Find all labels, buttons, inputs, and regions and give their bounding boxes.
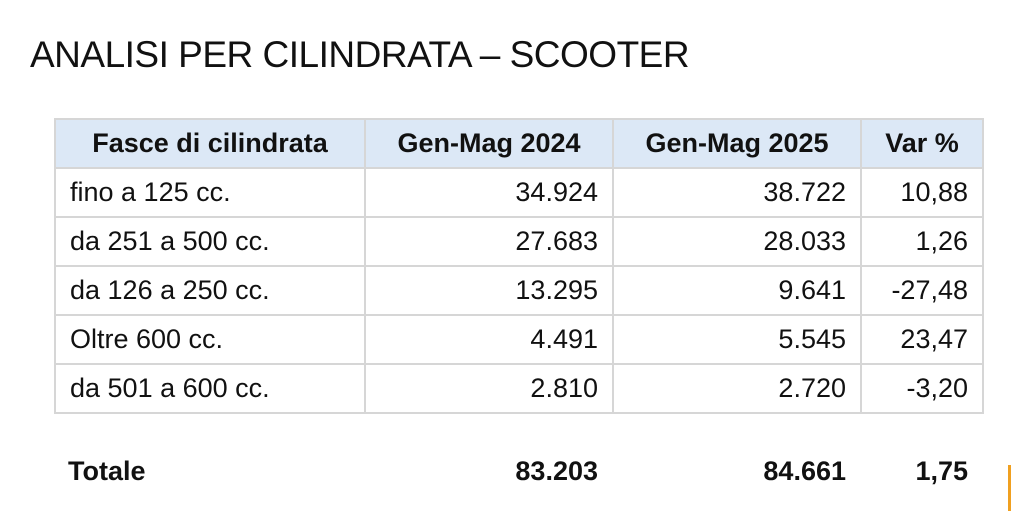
data-table: Fasce di cilindrata Gen-Mag 2024 Gen-Mag 2… (54, 118, 984, 414)
table-cell: 2.810 (364, 363, 614, 414)
table-cell: 5.545 (612, 314, 862, 365)
header-cell: Var % (860, 118, 984, 169)
table-cell: 28.033 (612, 216, 862, 267)
total-cell: Totale (68, 455, 146, 486)
total-cell: 84.661 (763, 455, 846, 486)
table-cell: -3,20 (860, 363, 984, 414)
total-cell: 83.203 (515, 455, 598, 486)
table-cell: da 501 a 600 cc. (54, 363, 366, 414)
table-cell: 2.720 (612, 363, 862, 414)
table-cell: da 251 a 500 cc. (54, 216, 366, 267)
table-row: da 251 a 500 cc. 27.683 28.033 1,26 (54, 216, 984, 267)
table-row: Oltre 600 cc. 4.491 5.545 23,47 (54, 314, 984, 365)
total-row: Totale 83.203 84.661 1,75 (54, 446, 982, 496)
table-cell: 13.295 (364, 265, 614, 316)
header-cell: Fasce di cilindrata (54, 118, 366, 169)
header-cell: Gen-Mag 2025 (612, 118, 862, 169)
table-row: da 126 a 250 cc. 13.295 9.641 -27,48 (54, 265, 984, 316)
table-cell: 27.683 (364, 216, 614, 267)
accent-bar (1008, 465, 1011, 511)
header-cell: Gen-Mag 2024 (364, 118, 614, 169)
total-cell: 1,75 (915, 455, 968, 486)
table-cell: 4.491 (364, 314, 614, 365)
table-cell: da 126 a 250 cc. (54, 265, 366, 316)
table-cell: 38.722 (612, 167, 862, 218)
title: ANALISI PER CILINDRATA – SCOOTER (30, 34, 690, 75)
total-table: Totale 83.203 84.661 1,75 (54, 446, 982, 496)
table-cell: 10,88 (860, 167, 984, 218)
table-row: fino a 125 cc. 34.924 38.722 10,88 (54, 167, 984, 218)
table-cell: -27,48 (860, 265, 984, 316)
table-cell: fino a 125 cc. (54, 167, 366, 218)
table-body: fino a 125 cc. 34.924 38.722 10,88 da 251 a … (54, 167, 984, 414)
table-cell: 1,26 (860, 216, 984, 267)
header-row: Fasce di cilindrata Gen-Mag 2024 Gen-Mag 2… (54, 118, 984, 169)
table-cell: 9.641 (612, 265, 862, 316)
table-cell: Oltre 600 cc. (54, 314, 366, 365)
table-cell: 34.924 (364, 167, 614, 218)
table-row: da 501 a 600 cc. 2.810 2.720 -3,20 (54, 363, 984, 414)
table-cell: 23,47 (860, 314, 984, 365)
